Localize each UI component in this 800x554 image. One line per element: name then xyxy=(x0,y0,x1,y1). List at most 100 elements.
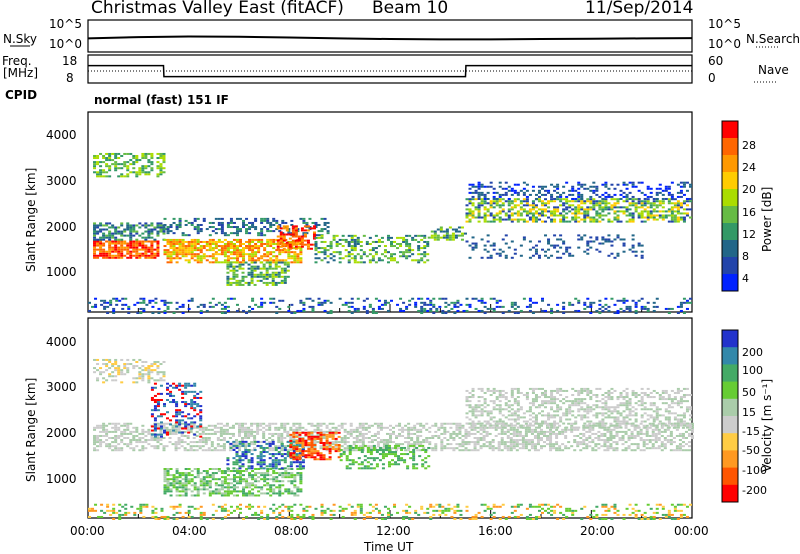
power-echo-cell xyxy=(577,234,581,237)
power-echo-cell xyxy=(501,210,505,213)
power-echo-cell xyxy=(129,159,133,162)
power-echo-cell xyxy=(471,183,475,186)
power-echo-cell xyxy=(229,257,233,260)
power-echo-cell xyxy=(190,223,194,226)
velocity-echo-cell xyxy=(205,476,209,479)
power-echo-cell xyxy=(256,265,260,268)
velocity-echo-cell xyxy=(235,482,239,485)
power-echo-cell xyxy=(138,222,142,225)
velocity-echo-cell xyxy=(156,392,160,395)
velocity-echo-cell xyxy=(171,426,175,429)
power-echo-cell xyxy=(276,241,280,244)
velocity-echo-cell xyxy=(639,422,643,425)
power-echo-cell xyxy=(426,253,430,256)
power-echo-cell xyxy=(284,242,288,245)
power-echo-cell xyxy=(103,307,107,310)
power-echo-cell xyxy=(302,309,306,312)
velocity-echo-cell xyxy=(147,379,151,382)
velocity-echo-cell xyxy=(280,437,284,440)
velocity-echo-cell xyxy=(464,432,468,435)
velocity-echo-cell xyxy=(181,396,185,399)
power-echo-cell xyxy=(274,271,278,274)
power-echo-cell xyxy=(297,237,301,240)
velocity-echo-cell xyxy=(606,449,610,452)
power-echo-cell xyxy=(211,257,215,260)
power-echo-cell xyxy=(646,195,650,198)
power-echo-cell xyxy=(156,157,160,160)
velocity-echo-cell xyxy=(482,428,486,431)
velocity-echo-cell xyxy=(250,432,254,435)
power-echo-cell xyxy=(250,281,254,284)
velocity-echo-cell xyxy=(123,365,127,368)
power-echo-cell xyxy=(93,163,97,166)
velocity-echo-cell xyxy=(443,437,447,440)
power-echo-cell xyxy=(290,312,294,314)
velocity-echo-cell xyxy=(216,430,220,433)
power-echo-cell xyxy=(299,301,303,304)
power-echo-cell xyxy=(272,251,276,254)
power-echo-cell xyxy=(129,224,133,227)
power-echo-cell xyxy=(380,307,384,310)
velocity-echo-cell xyxy=(558,449,562,452)
power-echo-cell xyxy=(501,312,505,314)
velocity-echo-cell xyxy=(675,449,679,452)
power-echo-cell xyxy=(103,299,107,302)
velocity-echo-cell xyxy=(361,445,365,448)
velocity-echo-cell xyxy=(225,430,229,433)
x-tick: 04:00 xyxy=(172,524,207,538)
power-echo-cell xyxy=(625,183,629,186)
power-echo-cell xyxy=(676,216,680,219)
velocity-echo-cell xyxy=(237,428,241,431)
velocity-echo-cell xyxy=(419,449,423,452)
velocity-echo-cell xyxy=(618,430,622,433)
power-echo-cell xyxy=(583,214,587,217)
power-echo-cell xyxy=(269,221,273,224)
power-echo-cell xyxy=(525,198,529,201)
power-echo-cell xyxy=(283,263,287,266)
velocity-echo-cell xyxy=(135,426,139,429)
power-echo-cell xyxy=(679,212,683,215)
velocity-echo-cell xyxy=(521,439,525,442)
power-echo-cell xyxy=(303,239,307,242)
velocity-echo-cell xyxy=(193,396,197,399)
power-echo-cell xyxy=(344,255,348,258)
power-echo-cell xyxy=(365,309,369,312)
velocity-echo-cell xyxy=(190,474,194,477)
velocity-echo-cell xyxy=(521,443,525,446)
power-echo-cell xyxy=(580,212,584,215)
power-echo-cell xyxy=(226,271,230,274)
power-echo-cell xyxy=(251,257,255,260)
power-echo-cell xyxy=(272,247,276,250)
power-echo-cell xyxy=(245,312,249,314)
velocity-echo-cell xyxy=(237,445,241,448)
power-echo-cell xyxy=(646,214,650,217)
power-echo-cell xyxy=(525,183,529,186)
power-echo-cell xyxy=(235,232,239,235)
power-echo-cell xyxy=(541,210,544,213)
power-echo-cell xyxy=(159,171,163,174)
power-echo-cell xyxy=(565,246,569,249)
power-echo-cell xyxy=(308,226,312,229)
velocity-echo-cell xyxy=(114,430,118,433)
velocity-echo-cell xyxy=(370,445,374,448)
power-echo-cell xyxy=(353,242,357,245)
velocity-echo-cell xyxy=(651,439,655,442)
power-echo-cell xyxy=(673,210,677,213)
power-echo-cell xyxy=(442,230,446,233)
velocity-echo-cell xyxy=(102,434,106,437)
power-echo-cell xyxy=(259,271,263,274)
power-echo-cell xyxy=(175,238,179,241)
power-echo-cell xyxy=(568,220,572,223)
power-echo-cell xyxy=(468,212,472,215)
velocity-echo-cell xyxy=(205,472,209,475)
velocity-echo-cell xyxy=(331,426,335,429)
velocity-echo-cell xyxy=(304,428,308,431)
power-echo-cell xyxy=(688,208,692,211)
power-echo-cell xyxy=(495,202,499,205)
nsky-tick-low: 10^0 xyxy=(49,37,82,51)
velocity-echo-cell xyxy=(156,409,160,412)
power-echo-cell xyxy=(589,236,593,239)
power-echo-cell xyxy=(232,265,236,268)
velocity-echo-cell xyxy=(271,434,275,437)
power-echo-cell xyxy=(522,220,526,223)
